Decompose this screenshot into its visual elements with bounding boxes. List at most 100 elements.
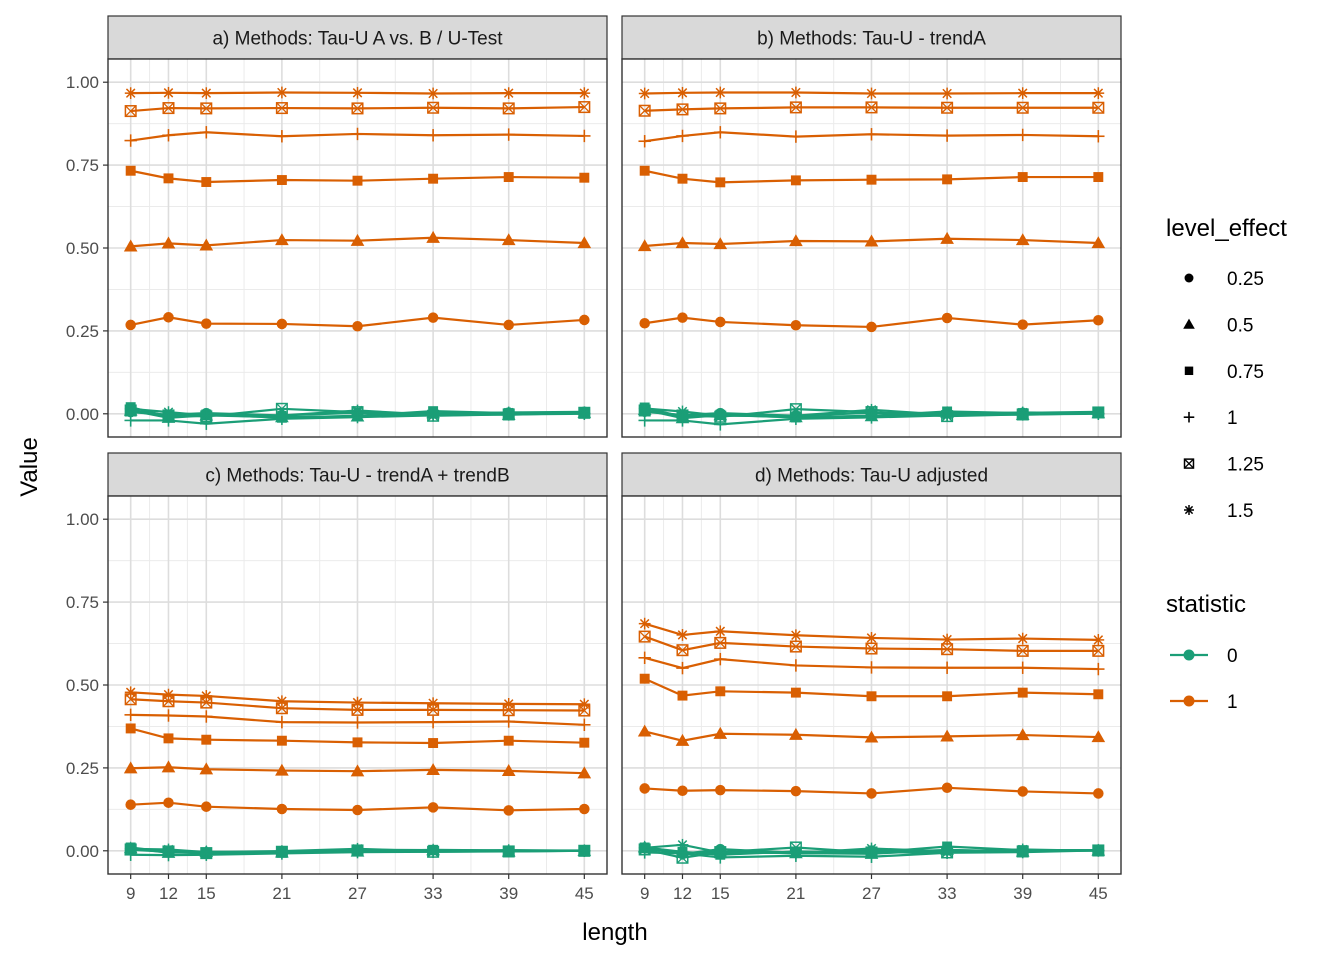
- series-line: [130, 691, 585, 706]
- marker-square: [866, 174, 877, 185]
- marker-asterisk: [578, 844, 591, 857]
- marker-triangle: [675, 236, 690, 249]
- marker-plus: [638, 651, 651, 665]
- y-tick-label: 1.00: [66, 73, 99, 92]
- marker-triangle: [577, 236, 592, 249]
- series-line: [644, 843, 1099, 855]
- marker-boxed-x: [638, 630, 651, 643]
- series-line: [644, 407, 1099, 417]
- marker-circle: [790, 319, 802, 331]
- marker-plus: [865, 128, 878, 141]
- marker-plus: [789, 659, 803, 672]
- marker-triangle: [161, 760, 176, 773]
- marker-triangle: [123, 761, 138, 774]
- marker-triangle: [940, 729, 954, 742]
- marker-asterisk: [276, 695, 288, 708]
- color-legend-label: 0: [1227, 646, 1238, 667]
- series-line: [644, 237, 1099, 248]
- shape-legend-item: 0.75: [1184, 362, 1264, 383]
- marker-square: [276, 175, 287, 185]
- marker-plus: [162, 129, 175, 142]
- marker-asterisk: [790, 86, 802, 99]
- series-line: [644, 677, 1099, 698]
- series-line: [644, 316, 1099, 329]
- marker-triangle: [713, 726, 728, 739]
- x-tick-label: 33: [938, 884, 957, 903]
- marker-plus: [200, 710, 213, 723]
- series-line: [130, 91, 585, 95]
- marker-asterisk: [1016, 843, 1029, 856]
- marker-plus: [714, 652, 727, 666]
- x-tick-label: 27: [862, 884, 881, 903]
- marker-boxed-x: [502, 102, 515, 115]
- marker-boxed-x: [714, 102, 727, 115]
- color-legend-item: 1: [1170, 692, 1238, 713]
- marker-asterisk: [1016, 632, 1029, 645]
- marker-circle: [677, 785, 688, 797]
- marker-square: [715, 686, 726, 697]
- marker-square: [639, 165, 650, 176]
- series-line: [130, 848, 585, 855]
- marker-circle: [503, 805, 514, 816]
- marker-boxed-x: [941, 101, 954, 114]
- marker-triangle: [275, 763, 289, 776]
- marker-asterisk: [790, 847, 802, 860]
- series-line: [130, 105, 585, 113]
- panel-strip: [107, 15, 608, 60]
- marker-square: [428, 173, 439, 184]
- shape-legend-title: level_effect: [1166, 215, 1287, 242]
- panel-title: b) Methods: Tau-U - trendA: [757, 29, 986, 50]
- marker-circle: [1093, 788, 1104, 799]
- series-line: [130, 766, 585, 775]
- marker-boxed-x: [676, 851, 689, 864]
- y-tick-label: 0.25: [66, 322, 99, 341]
- marker-triangle: [501, 233, 516, 246]
- marker-asterisk: [790, 409, 802, 422]
- marker-asterisk: [676, 86, 689, 99]
- marker-boxed-x: [124, 105, 137, 118]
- marker-asterisk: [865, 632, 878, 644]
- marker-asterisk: [351, 842, 364, 855]
- shape-legend-label: 1: [1227, 408, 1238, 429]
- marker-asterisk: [162, 406, 175, 419]
- marker-asterisk: [790, 629, 802, 642]
- marker-circle: [1017, 786, 1028, 797]
- marker-asterisk: [200, 87, 213, 100]
- series-line: [644, 786, 1099, 795]
- marker-asterisk: [676, 838, 689, 851]
- marker-triangle: [275, 233, 289, 246]
- marker-plus: [638, 135, 651, 148]
- marker-asterisk: [200, 690, 213, 702]
- marker-triangle: [350, 233, 365, 246]
- marker-triangle: [199, 238, 214, 251]
- marker-boxed-x: [789, 640, 802, 653]
- y-tick-label: 0.25: [66, 759, 99, 778]
- marker-boxed-x: [1016, 101, 1029, 114]
- marker-square: [866, 691, 877, 702]
- marker-circle: [1184, 273, 1194, 283]
- marker-plus: [676, 129, 689, 143]
- marker-triangle: [940, 231, 954, 244]
- marker-circle: [427, 312, 439, 323]
- marker-triangle: [713, 237, 728, 250]
- marker-asterisk: [351, 404, 364, 417]
- marker-plus: [1092, 662, 1105, 676]
- legend-point: [1183, 695, 1195, 707]
- marker-circle: [941, 312, 953, 324]
- marker-circle: [503, 319, 514, 331]
- marker-square: [352, 175, 363, 186]
- x-axis-title: length: [582, 919, 647, 946]
- marker-triangle: [426, 763, 440, 775]
- panel-b: b) Methods: Tau-U - trendA: [621, 15, 1122, 438]
- shape-legend-label: 0.75: [1227, 362, 1264, 383]
- marker-plus: [162, 709, 175, 722]
- shape-legend-item: 1.25: [1183, 455, 1264, 476]
- marker-plus: [502, 715, 515, 728]
- marker-triangle: [501, 764, 516, 776]
- marker-square: [201, 177, 212, 187]
- marker-asterisk: [351, 86, 364, 99]
- marker-asterisk: [162, 688, 175, 701]
- marker-square: [942, 174, 953, 185]
- marker-asterisk: [1092, 844, 1105, 857]
- marker-plus: [578, 129, 591, 143]
